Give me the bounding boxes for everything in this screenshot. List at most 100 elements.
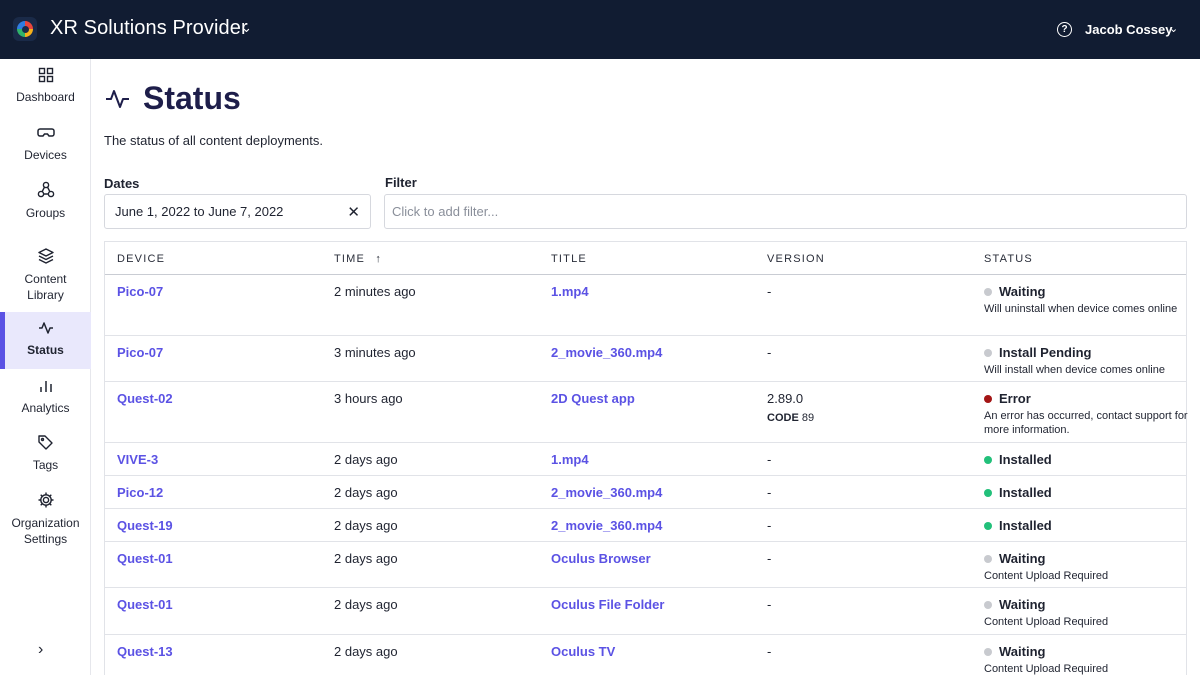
device-link[interactable]: Quest-13 [117,644,173,659]
title-link[interactable]: 2D Quest app [551,391,635,406]
sidebar-item-label: Organization Settings [11,516,80,546]
status-dot [984,554,992,563]
time-cell: 2 days ago [334,644,398,659]
sidebar-item-label: Groups [25,206,66,220]
error-code-value: 89 [801,412,815,424]
page-title: Status [143,80,241,116]
time-cell: 2 days ago [334,452,398,467]
status-text: Waiting [999,284,1046,299]
status-dot [984,647,992,656]
time-cell: 2 days ago [334,597,398,612]
close-icon[interactable]: ✕ [347,204,360,221]
version-cell: - [767,284,772,299]
user-menu[interactable]: Jacob Cossey [1085,22,1173,37]
status-detail: Content Upload Required [984,663,1109,675]
status-cell: Installed [984,518,1052,533]
error-code: CODE 89 [767,412,814,424]
app-logo[interactable] [13,17,37,41]
chevron-down-icon[interactable]: ⌄ [241,20,252,35]
title-link[interactable]: Oculus Browser [551,551,651,566]
device-link[interactable]: Quest-19 [117,518,173,533]
device-link[interactable]: Pico-07 [117,345,164,360]
status-text: Installed [999,452,1052,467]
device-link[interactable]: Quest-01 [117,551,173,566]
sidebar-item-tags[interactable]: Tags [0,434,91,484]
version-cell: - [767,485,772,500]
device-link[interactable]: Pico-07 [117,284,164,299]
title-link[interactable]: 1.mp4 [551,452,589,467]
table-row: Pico-12 2 days ago 2_movie_360.mp4 - Ins… [105,476,1186,509]
status-text: Waiting [999,644,1046,659]
version-cell: - [767,345,772,360]
column-header-device[interactable]: Device [117,253,166,265]
bar-chart-icon [39,381,52,392]
dates-label: Dates [104,176,140,191]
sidebar-item-analytics[interactable]: Analytics [0,378,91,428]
org-switcher[interactable]: XR Solutions Provider [50,17,248,39]
table-row: Quest-19 2 days ago 2_movie_360.mp4 - In… [105,509,1186,542]
arrow-up-icon: ↑ [375,253,383,265]
sidebar-item-content-library[interactable]: Content Library [0,247,91,307]
time-cell: 3 hours ago [334,391,403,406]
sidebar-item-label: Content Library [24,272,67,302]
column-header-version[interactable]: Version [767,253,825,265]
sidebar-item-devices[interactable]: Devices [0,125,91,175]
title-link[interactable]: 2_movie_360.mp4 [551,345,663,360]
column-header-title[interactable]: Title [551,253,587,265]
table-row: Quest-01 2 days ago Oculus File Folder -… [105,588,1186,635]
version-cell: - [767,518,772,533]
version-cell: - [767,597,772,612]
version-cell: - [767,551,772,566]
error-code-label: CODE [767,412,799,424]
column-header-status[interactable]: Status [984,253,1033,265]
sidebar-item-dashboard[interactable]: Dashboard [0,67,91,117]
sidebar-item-organization-settings[interactable]: Organization Settings [0,491,91,551]
table-row: Quest-02 3 hours ago 2D Quest app 2.89.0… [105,382,1188,443]
title-link[interactable]: Oculus File Folder [551,597,665,612]
title-link[interactable]: Oculus TV [551,644,616,659]
chevron-down-icon[interactable]: ⌄ [1169,23,1179,35]
status-text: Installed [999,485,1052,500]
column-header-time[interactable]: Time ↑ [334,253,382,265]
status-text: Install Pending [999,345,1092,360]
title-link[interactable]: 2_movie_360.mp4 [551,485,663,500]
title-link[interactable]: 1.mp4 [551,284,589,299]
status-detail: Content Upload Required [984,616,1109,628]
status-text: Waiting [999,597,1046,612]
date-range-value: June 1, 2022 to June 7, 2022 [115,204,284,219]
status-detail: An error has occurred, contact support f… [984,410,1188,436]
status-text: Error [999,391,1031,406]
device-link[interactable]: Pico-12 [117,485,164,500]
device-link[interactable]: Quest-01 [117,597,173,612]
sidebar: Dashboard Devices Groups Content Library… [0,59,91,675]
device-link[interactable]: Quest-02 [117,391,173,406]
filter-input[interactable]: Click to add filter... [384,194,1187,229]
title-link[interactable]: 2_movie_360.mp4 [551,518,663,533]
status-dot [984,488,992,497]
table-row: VIVE-3 2 days ago 1.mp4 - Installed [105,443,1186,476]
status-detail: Will install when device comes online [984,364,1165,376]
sidebar-item-label: Devices [24,148,67,162]
chevron-right-icon[interactable]: › [38,641,44,658]
table-row: Quest-01 2 days ago Oculus Browser - Wai… [105,542,1186,588]
device-link[interactable]: VIVE-3 [117,452,159,467]
time-cell: 2 days ago [334,518,398,533]
header-divider [105,274,1186,275]
sidebar-item-label: Analytics [21,401,70,415]
time-cell: 2 minutes ago [334,284,416,299]
sidebar-item-groups[interactable]: Groups [0,181,91,231]
status-cell: Installed [984,452,1052,467]
tag-icon [38,435,53,450]
date-range-field[interactable]: June 1, 2022 to June 7, 2022 ✕ [104,194,371,229]
status-dot [984,455,992,464]
time-cell: 2 days ago [334,551,398,566]
table-row: Pico-07 2 minutes ago 1.mp4 - Waiting Wi… [105,275,1186,336]
sidebar-item-status[interactable]: Status [0,312,91,369]
help-icon[interactable]: ? [1057,22,1072,37]
headset-icon [36,128,55,137]
status-dot [984,600,992,609]
version-value: 2.89.0 [767,391,804,406]
status-table: Device Time ↑ Title Version Status Pico-… [104,241,1188,675]
table-row: Quest-13 2 days ago Oculus TV - Waiting … [105,635,1186,675]
groups-icon [37,181,54,198]
